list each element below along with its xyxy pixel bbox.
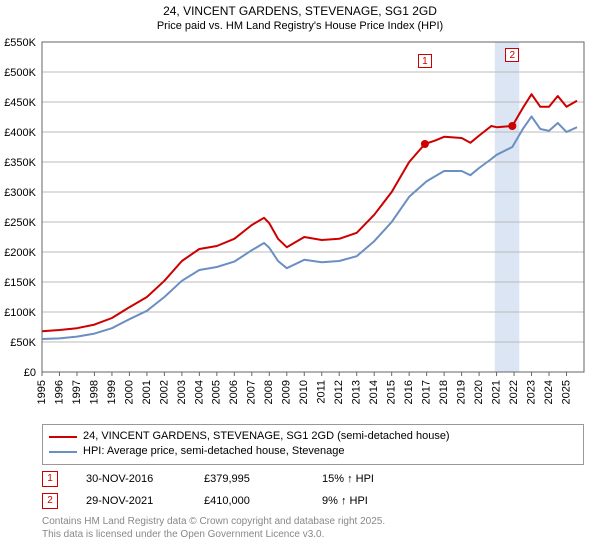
svg-text:£250K: £250K bbox=[4, 217, 36, 229]
legend-label-hpi: HPI: Average price, semi-detached house,… bbox=[83, 444, 345, 459]
chart-svg: £0£50K£100K£150K£200K£250K£300K£350K£400… bbox=[42, 42, 584, 414]
svg-text:2008: 2008 bbox=[263, 380, 275, 404]
svg-text:2015: 2015 bbox=[386, 380, 398, 404]
svg-text:2024: 2024 bbox=[543, 380, 555, 404]
sale-price-2: £410,000 bbox=[204, 495, 294, 507]
svg-text:2022: 2022 bbox=[508, 380, 520, 404]
legend-row-price-paid: 24, VINCENT GARDENS, STEVENAGE, SG1 2GD … bbox=[49, 429, 577, 444]
legend-swatch-blue bbox=[49, 451, 77, 453]
svg-text:2019: 2019 bbox=[456, 380, 468, 404]
sale-row-1: 1 30-NOV-2016 £379,995 15% ↑ HPI bbox=[42, 471, 584, 487]
footer-text: Contains HM Land Registry data © Crown c… bbox=[42, 515, 584, 541]
sale-delta-1: 15% ↑ HPI bbox=[322, 473, 412, 485]
svg-text:2006: 2006 bbox=[228, 380, 240, 404]
svg-text:2016: 2016 bbox=[403, 380, 415, 404]
legend-and-footer: 24, VINCENT GARDENS, STEVENAGE, SG1 2GD … bbox=[42, 424, 584, 541]
sale-date-2: 29-NOV-2021 bbox=[86, 495, 176, 507]
footer-line-2: This data is licensed under the Open Gov… bbox=[42, 528, 584, 541]
svg-text:2000: 2000 bbox=[123, 380, 135, 404]
chart-marker-2: 2 bbox=[505, 48, 519, 62]
legend-label-price-paid: 24, VINCENT GARDENS, STEVENAGE, SG1 2GD … bbox=[83, 429, 450, 444]
svg-text:2013: 2013 bbox=[351, 380, 363, 404]
svg-text:2007: 2007 bbox=[246, 380, 258, 404]
svg-text:2004: 2004 bbox=[193, 380, 205, 404]
svg-text:£350K: £350K bbox=[4, 157, 36, 169]
svg-text:£300K: £300K bbox=[4, 187, 36, 199]
svg-text:£500K: £500K bbox=[4, 67, 36, 79]
page-title: 24, VINCENT GARDENS, STEVENAGE, SG1 2GD bbox=[0, 0, 600, 20]
svg-text:2017: 2017 bbox=[421, 380, 433, 404]
svg-text:2011: 2011 bbox=[316, 380, 328, 404]
svg-text:£50K: £50K bbox=[10, 337, 36, 349]
sale-row-2: 2 29-NOV-2021 £410,000 9% ↑ HPI bbox=[42, 493, 584, 509]
svg-text:2021: 2021 bbox=[490, 380, 502, 404]
legend-box: 24, VINCENT GARDENS, STEVENAGE, SG1 2GD … bbox=[42, 424, 584, 465]
svg-text:2010: 2010 bbox=[298, 380, 310, 404]
svg-text:1999: 1999 bbox=[106, 380, 118, 404]
svg-text:2005: 2005 bbox=[211, 380, 223, 404]
svg-text:2020: 2020 bbox=[473, 380, 485, 404]
price-chart: £0£50K£100K£150K£200K£250K£300K£350K£400… bbox=[42, 42, 584, 414]
sale-marker-2: 2 bbox=[42, 493, 58, 509]
svg-text:2014: 2014 bbox=[368, 380, 380, 404]
chart-marker-1: 1 bbox=[418, 54, 432, 68]
svg-text:2003: 2003 bbox=[176, 380, 188, 404]
sale-date-1: 30-NOV-2016 bbox=[86, 473, 176, 485]
svg-text:1998: 1998 bbox=[88, 380, 100, 404]
page-subtitle: Price paid vs. HM Land Registry's House … bbox=[0, 20, 600, 36]
legend-swatch-red bbox=[49, 436, 77, 438]
sale-delta-2: 9% ↑ HPI bbox=[322, 495, 412, 507]
svg-text:£0: £0 bbox=[24, 367, 36, 379]
svg-text:£400K: £400K bbox=[4, 127, 36, 139]
svg-text:2009: 2009 bbox=[281, 380, 293, 404]
svg-text:2012: 2012 bbox=[333, 380, 345, 404]
svg-text:2025: 2025 bbox=[560, 380, 572, 404]
svg-text:1995: 1995 bbox=[36, 380, 48, 404]
svg-text:£150K: £150K bbox=[4, 277, 36, 289]
svg-text:£550K: £550K bbox=[4, 37, 36, 49]
svg-text:2002: 2002 bbox=[158, 380, 170, 404]
svg-text:1996: 1996 bbox=[53, 380, 65, 404]
footer-line-1: Contains HM Land Registry data © Crown c… bbox=[42, 515, 584, 528]
svg-text:2023: 2023 bbox=[525, 380, 537, 404]
svg-text:£100K: £100K bbox=[4, 307, 36, 319]
sale-marker-1: 1 bbox=[42, 471, 58, 487]
legend-row-hpi: HPI: Average price, semi-detached house,… bbox=[49, 444, 577, 459]
svg-text:2001: 2001 bbox=[141, 380, 153, 404]
svg-text:2018: 2018 bbox=[438, 380, 450, 404]
svg-text:£450K: £450K bbox=[4, 97, 36, 109]
sale-price-1: £379,995 bbox=[204, 473, 294, 485]
svg-text:£200K: £200K bbox=[4, 247, 36, 259]
svg-text:1997: 1997 bbox=[71, 380, 83, 404]
